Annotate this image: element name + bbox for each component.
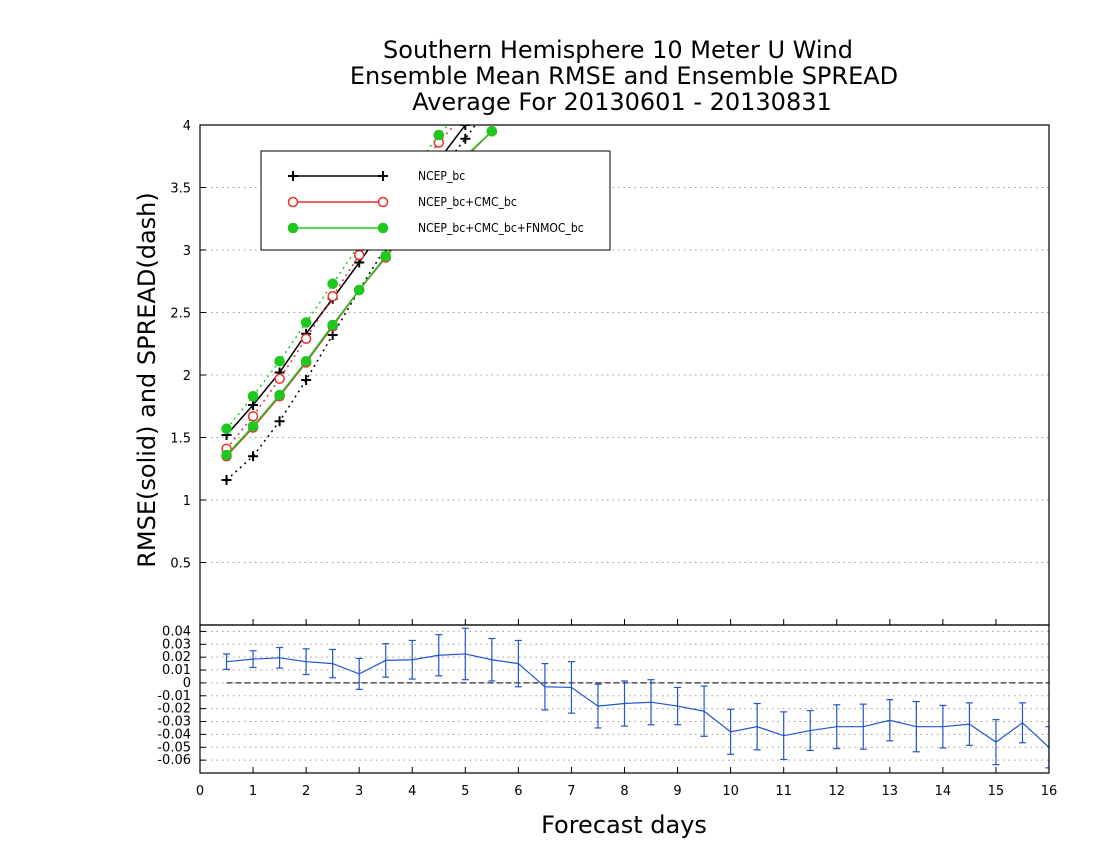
bottom-panel-frame	[199, 624, 1050, 774]
series-ncep-bc-cmc-bc-fnmoc-bc-rmse-point	[221, 449, 232, 461]
x-tick-label: 11	[775, 784, 792, 799]
series-ncep-bc-cmc-bc-fnmoc-bc-spread-point	[327, 278, 338, 290]
top-y-tick-label: 2	[183, 369, 191, 384]
x-tick-label: 3	[355, 784, 363, 799]
x-tick-label: 15	[988, 784, 1005, 799]
top-y-tick-label: 3.5	[170, 182, 191, 197]
series-ncep-bc-cmc-bc-fnmoc-bc-rmse-point	[300, 355, 312, 367]
series-ncep-bc-spread-point	[248, 451, 259, 462]
x-tick-label: 4	[408, 784, 416, 799]
top-y-tick-label: 2.5	[170, 307, 191, 322]
bottom-panel-series	[223, 627, 1049, 769]
series-ncep-bc-rmse-point	[460, 125, 471, 130]
x-tick-label: 2	[302, 784, 310, 799]
series-ncep-bc-cmc-bc-fnmoc-bc-rmse-point	[353, 284, 365, 296]
legend-marker-ncep-bc-cmc-bc	[287, 196, 299, 208]
x-axis-ticks: 0 1 2 3 4 5 6 7 8 9 10 11 12 13 14 15 16	[196, 619, 1057, 799]
bottom-y-tick-label: 0.01	[162, 663, 191, 678]
series-ncep-bc-cmc-bc-fnmoc-bc-rmse-point	[247, 420, 259, 432]
bottom-y-tick-label: 0	[183, 676, 191, 691]
bottom-y-tick-label: -0.03	[157, 715, 191, 730]
legend-marker-ncep-bc-cmc-bc-fnmoc-bc	[377, 222, 389, 234]
x-axis-label: Forecast days	[541, 811, 707, 839]
legend-marker-ncep-bc	[288, 171, 298, 181]
series-ncep-bc-cmc-bc-fnmoc-bc-rmse-point	[327, 319, 338, 331]
top-panel-y-ticks: 0.5 1 1.5 2 2.5 3 3.5 4	[170, 119, 206, 572]
series-ncep-bc-cmc-bc-fnmoc-bc-rmse-point	[380, 250, 392, 262]
series-ncep-bc-spread-point	[327, 330, 338, 340]
bottom-y-tick-label: -0.06	[157, 753, 191, 768]
series-ncep-bc-cmc-bc-spread-point	[353, 249, 365, 261]
series-ncep-bc-cmc-bc-fnmoc-bc-spread-point	[300, 317, 312, 328]
legend-label-ncep-bc-cmc-bc: NCEP_bc+CMC_bc	[418, 195, 517, 209]
legend-marker-ncep-bc-cmc-bc	[377, 196, 389, 208]
series-ncep-bc-spread-point	[274, 416, 285, 427]
legend-label-ncep-bc-cmc-bc-fnmoc-bc: NCEP_bc+CMC_bc+FNMOC_bc	[418, 221, 584, 235]
series-ncep-bc-cmc-bc-fnmoc-bc-spread-point	[433, 129, 445, 141]
series-ncep-bc-cmc-bc-fnmoc-bc-rmse-point	[486, 125, 498, 137]
x-tick-label: 10	[722, 784, 739, 799]
chart-title-line-2: Ensemble Mean RMSE and Ensemble SPREAD	[350, 62, 898, 90]
x-tick-label: 12	[828, 784, 845, 799]
difference-line	[226, 653, 1049, 748]
series-ncep-bc-cmc-bc-fnmoc-bc-rmse-point	[274, 389, 285, 401]
series-ncep-bc-cmc-bc-spread-point	[274, 373, 285, 384]
bottom-y-tick-label: -0.05	[157, 740, 191, 755]
chart-title-line-3: Average For 20130601 - 20130831	[412, 88, 832, 116]
chart-title-line-1: Southern Hemisphere 10 Meter U Wind	[383, 36, 853, 64]
legend-marker-ncep-bc	[378, 171, 388, 181]
top-y-tick-label: 1.5	[170, 432, 191, 447]
series-ncep-bc-cmc-bc-fnmoc-bc-spread-point	[247, 390, 259, 402]
series-ncep-bc-cmc-bc-spread-point	[247, 411, 259, 422]
bottom-y-tick-label: -0.01	[157, 689, 191, 704]
series-ncep-bc-cmc-bc-spread-point	[300, 333, 312, 344]
x-tick-label: 9	[673, 784, 681, 799]
series-ncep-bc-cmc-bc-fnmoc-bc-spread-point	[274, 355, 285, 367]
bottom-panel-y-ticks: 0.040.030.020.010-0.01-0.02-0.03-0.04-0.…	[157, 624, 206, 768]
top-y-tick-label: 1	[183, 494, 191, 509]
series-ncep-bc-cmc-bc-fnmoc-bc-spread-point	[221, 423, 232, 435]
top-y-tick-label: 4	[183, 119, 191, 134]
top-y-tick-label: 0.5	[170, 557, 191, 572]
bottom-y-tick-label: 0.03	[162, 637, 191, 652]
bottom-y-tick-label: -0.04	[157, 727, 191, 742]
bottom-y-tick-label: 0.02	[162, 650, 191, 665]
top-y-tick-label: 3	[183, 244, 191, 259]
series-ncep-bc-spread-point	[460, 133, 471, 144]
x-tick-label: 8	[620, 784, 628, 799]
x-tick-label: 7	[567, 784, 575, 799]
x-tick-label: 13	[882, 784, 899, 799]
series-ncep-bc-spread-point	[301, 375, 312, 385]
x-tick-label: 16	[1041, 784, 1058, 799]
series-ncep-bc-spread-point	[221, 475, 232, 485]
y-axis-label: RMSE(solid) and SPREAD(dash)	[133, 192, 161, 568]
x-tick-label: 14	[935, 784, 952, 799]
series-ncep-bc-rmse-point	[248, 400, 259, 410]
x-tick-label: 6	[514, 784, 522, 799]
x-tick-label: 5	[461, 784, 469, 799]
legend: NCEP_bc NCEP_bc+CMC_bc NCEP_bc+CMC_bc+FNMO…	[260, 150, 611, 251]
x-tick-label: 0	[196, 784, 204, 799]
series-ncep-bc-cmc-bc-spread-point	[327, 291, 338, 302]
bottom-y-tick-label: 0.04	[162, 624, 191, 639]
x-tick-label: 1	[249, 784, 257, 799]
legend-box	[260, 150, 611, 251]
bottom-y-tick-label: -0.02	[157, 702, 191, 717]
legend-label-ncep-bc: NCEP_bc	[418, 169, 465, 183]
top-panel-series	[221, 125, 498, 485]
legend-marker-ncep-bc-cmc-bc-fnmoc-bc	[287, 222, 299, 234]
